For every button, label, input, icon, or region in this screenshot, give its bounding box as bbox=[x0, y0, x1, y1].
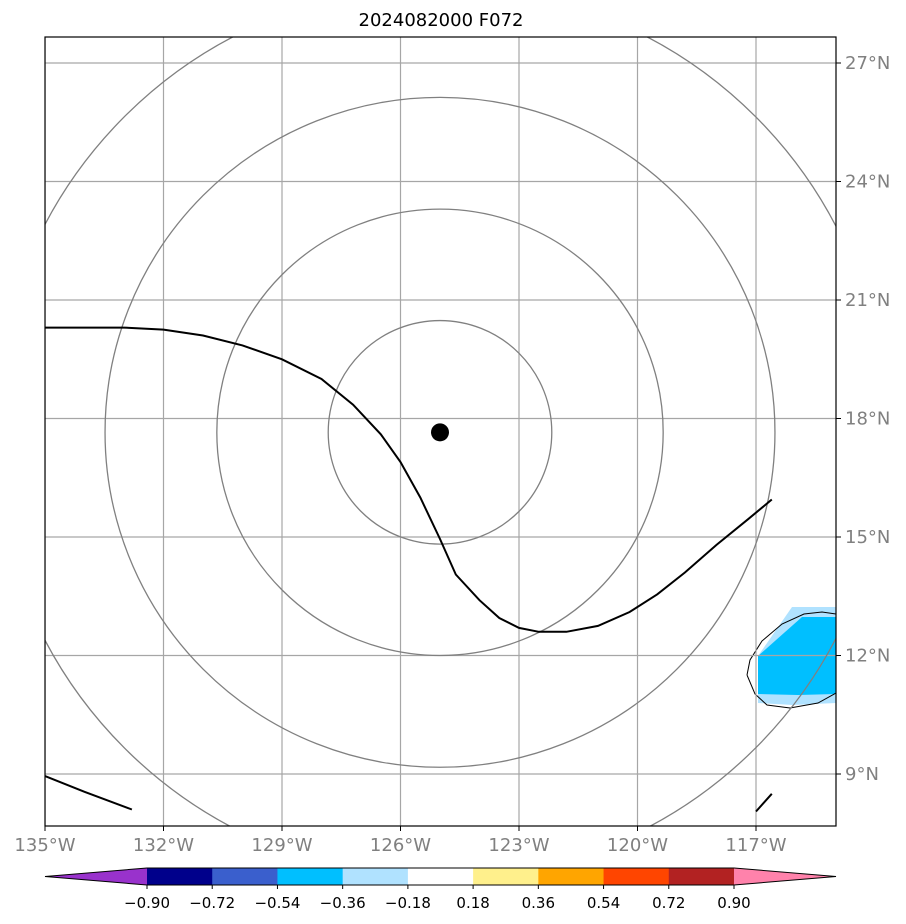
lon-tick-label-0: 135°W bbox=[14, 835, 75, 856]
colorbar-tick-label-6: 0.36 bbox=[522, 894, 555, 912]
colorbar-segment-4 bbox=[407, 868, 474, 885]
lat-tick-label-1: 12°N bbox=[845, 646, 890, 667]
colorbar-segment-2 bbox=[277, 868, 344, 885]
lat-tick-label-3: 18°N bbox=[845, 409, 890, 430]
gridlines bbox=[45, 37, 836, 826]
colorbar-segment-6 bbox=[538, 868, 605, 885]
colorbar-segment-1 bbox=[212, 868, 278, 885]
lat-tick-label-0: 9°N bbox=[845, 764, 879, 785]
colorbar: −0.90 −0.72 −0.54 −0.36 −0.18 0.18 0.36 0.54 0.7… bbox=[44, 867, 837, 912]
storm-center-marker bbox=[431, 423, 449, 442]
colorbar-tick-label-5: 0.18 bbox=[456, 894, 489, 912]
lat-tick-label-5: 24°N bbox=[845, 172, 890, 193]
lon-tick-label-2: 129°W bbox=[251, 835, 312, 856]
contour-line-main bbox=[45, 326, 773, 633]
longitude-ticks: 135°W 132°W 129°W 126°W 123°W 120°W 117°W bbox=[14, 826, 787, 856]
colorbar-tick-label-7: 0.54 bbox=[587, 894, 620, 912]
contour-line-bottom-left bbox=[45, 775, 133, 811]
colorbar-extend-high bbox=[734, 868, 836, 885]
colorbar-tick-label-3: −0.36 bbox=[320, 894, 366, 912]
colorbar-tick-label-9: 0.90 bbox=[717, 894, 750, 912]
lat-tick-label-2: 15°N bbox=[845, 527, 890, 548]
lon-tick-label-3: 126°W bbox=[370, 835, 431, 856]
lon-tick-label-5: 120°W bbox=[607, 835, 668, 856]
contour-line-bottom-right bbox=[755, 793, 773, 813]
lat-tick-label-4: 21°N bbox=[845, 290, 890, 311]
colorbar-tick-label-0: −0.90 bbox=[124, 894, 170, 912]
colorbar-segment-8 bbox=[668, 868, 735, 885]
colorbar-tick-label-2: −0.54 bbox=[254, 894, 300, 912]
lon-tick-label-1: 132°W bbox=[133, 835, 194, 856]
colorbar-tick-label-1: −0.72 bbox=[189, 894, 235, 912]
colorbar-extend-low bbox=[45, 868, 147, 885]
colorbar-segment-0 bbox=[147, 868, 213, 885]
colorbar-tick-label-4: −0.18 bbox=[385, 894, 431, 912]
colorbar-tick-label-8: 0.72 bbox=[652, 894, 685, 912]
range-ring-3 bbox=[104, 96, 776, 768]
chart-title: 2024082000 F072 bbox=[359, 10, 524, 31]
range-ring-2 bbox=[216, 208, 664, 657]
range-ring-1 bbox=[327, 319, 553, 545]
shaded-region-outline bbox=[746, 611, 836, 709]
lat-tick-label-6: 27°N bbox=[845, 53, 890, 74]
latitude-ticks: 9°N 12°N 15°N 18°N 21°N 24°N 27°N bbox=[836, 53, 890, 785]
map-frame bbox=[44, 36, 837, 827]
range-rings bbox=[45, 37, 836, 826]
contour-lines bbox=[45, 326, 773, 813]
lon-tick-label-6: 117°W bbox=[725, 835, 786, 856]
colorbar-segment-7 bbox=[603, 868, 670, 885]
colorbar-segment-5 bbox=[473, 868, 539, 885]
lon-tick-label-4: 123°W bbox=[488, 835, 549, 856]
colorbar-segment-3 bbox=[342, 868, 409, 885]
